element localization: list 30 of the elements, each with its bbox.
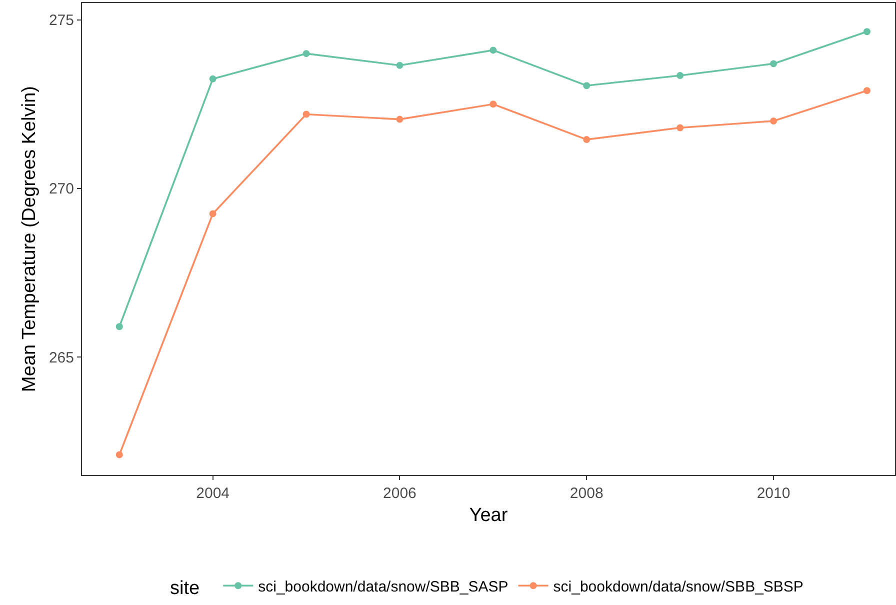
x-axis-title: Year (469, 504, 508, 526)
point (676, 72, 684, 79)
point (583, 136, 590, 144)
point (209, 75, 216, 82)
point (490, 46, 497, 54)
point (396, 62, 404, 69)
point (116, 451, 123, 458)
y-tick-label: 270 (48, 180, 74, 198)
point (116, 323, 123, 330)
point (209, 210, 216, 218)
point (583, 82, 590, 90)
legend-label: sci_bookdown/data/snow/SBB_SASP (258, 578, 508, 596)
x-tick-label: 2010 (756, 485, 790, 502)
point (863, 28, 870, 36)
y-tick-label: 265 (48, 349, 74, 366)
point (863, 87, 870, 94)
y-axis-title: Mean Temperature (Degrees Kelvin) (18, 86, 40, 392)
point (770, 118, 778, 124)
point (302, 50, 310, 58)
legend-label: sci_bookdown/data/snow/SBB_SBSP (553, 578, 804, 596)
point (396, 116, 404, 123)
point (770, 60, 778, 68)
x-tick-label: 2006 (383, 485, 416, 502)
x-tick-label: 2004 (196, 485, 230, 502)
x-tick-label: 2008 (570, 485, 604, 502)
legend-title: site (170, 578, 210, 600)
point (302, 110, 310, 118)
y-tick-label: 275 (48, 12, 74, 30)
point (490, 100, 497, 108)
point (676, 124, 684, 132)
